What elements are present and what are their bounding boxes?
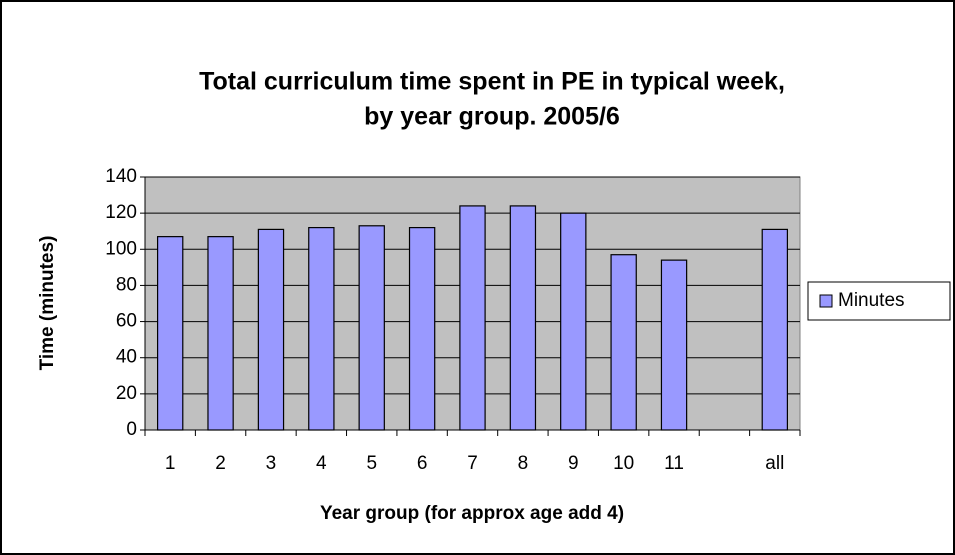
bar	[660, 259, 688, 431]
x-tick-label: 8	[518, 453, 529, 474]
legend-swatch	[819, 294, 833, 308]
chart-title: by year group. 2005/6	[364, 103, 620, 131]
x-tick-label: 2	[215, 453, 226, 474]
bar	[761, 228, 789, 431]
x-tick-label: 4	[316, 453, 327, 474]
y-tick-label: 120	[105, 202, 137, 223]
bar	[257, 228, 285, 431]
y-axis-title: Time (minutes)	[37, 236, 58, 371]
y-tick-label: 140	[105, 166, 137, 187]
x-tick-label: 5	[366, 453, 377, 474]
bar	[459, 205, 486, 431]
x-axis-title: Year group (for approx age add 4)	[320, 503, 624, 524]
bar	[156, 236, 184, 431]
y-tick-label: 100	[105, 238, 137, 259]
x-tick-label: all	[765, 453, 784, 474]
x-tick-label: 1	[165, 453, 176, 474]
x-tick-label: 6	[417, 453, 428, 474]
x-tick-label: 3	[266, 453, 277, 474]
chart-title: Total curriculum time spent in PE in typ…	[199, 68, 785, 96]
x-tick-label: 10	[613, 453, 634, 474]
bar	[509, 205, 537, 431]
x-tick-label: 9	[568, 453, 579, 474]
bar	[610, 254, 637, 431]
y-tick-label: 80	[116, 274, 137, 295]
y-tick-label: 20	[116, 383, 137, 404]
bar	[408, 227, 436, 431]
bar	[308, 227, 335, 431]
bar	[358, 225, 385, 431]
x-tick-label: 7	[467, 453, 478, 474]
bar	[560, 212, 587, 431]
y-tick-label: 0	[126, 419, 137, 440]
legend-label: Minutes	[838, 290, 905, 311]
y-tick-label: 60	[116, 311, 137, 332]
bar	[207, 236, 234, 431]
y-tick-label: 40	[116, 347, 137, 368]
x-tick-label: 11	[664, 453, 684, 474]
